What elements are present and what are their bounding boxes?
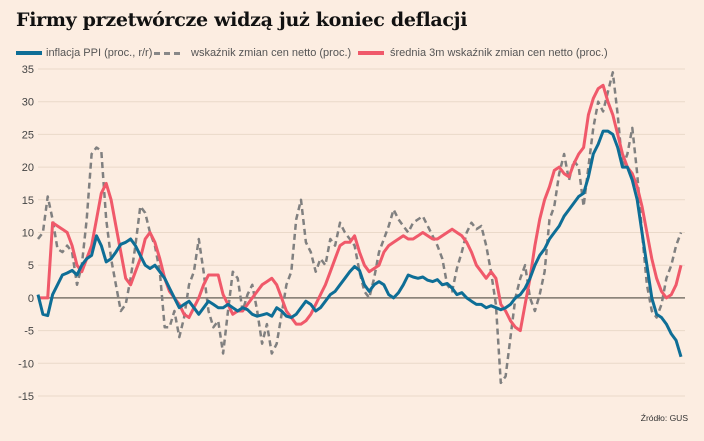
y-tick-label: -15	[18, 391, 34, 403]
series-line-srednia	[38, 83, 683, 333]
y-tick-label: 15	[22, 195, 34, 207]
legend-swatch-wskaznik	[154, 52, 180, 55]
source-note: Źródło: GUS	[640, 413, 688, 423]
legend-swatch-ppi	[16, 51, 42, 55]
legend-label-ppi: inflacja PPI (proc., r/r)	[46, 47, 153, 59]
y-axis-ticks: 35 30 25 20 15 10 5 0 -5 -10 -15	[18, 64, 34, 403]
y-tick-label: -5	[24, 326, 34, 338]
y-tick-label: 25	[22, 129, 34, 141]
y-tick-label: 0	[28, 293, 34, 305]
y-tick-label: 35	[22, 64, 34, 76]
y-tick-label: 20	[22, 162, 34, 174]
series-line-ppi	[36, 129, 683, 358]
y-tick-label: 10	[22, 228, 34, 240]
series-line-wskaznik	[37, 71, 683, 385]
y-tick-label: 30	[22, 97, 34, 109]
series-lines	[36, 71, 683, 385]
y-tick-label: 5	[28, 260, 34, 272]
chart-title: Firmy przetwórcze widzą już koniec defla…	[16, 9, 468, 31]
legend-label-wskaznik: wskaźnik zmian cen netto (proc.)	[191, 47, 352, 59]
y-tick-label: -10	[18, 358, 34, 370]
legend-swatch-srednia	[358, 51, 384, 55]
legend-label-srednia: średnia 3m wskaźnik zmian cen netto (pro…	[390, 47, 608, 59]
